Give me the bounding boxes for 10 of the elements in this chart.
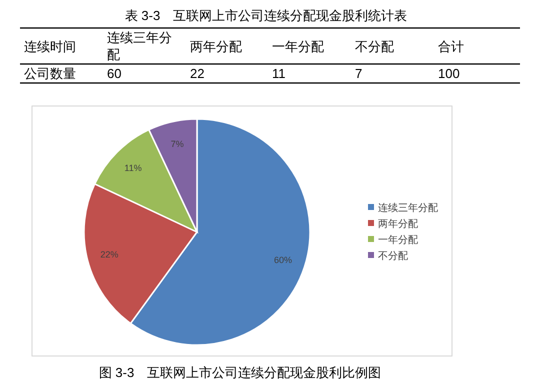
data-label: 7% <box>170 138 184 149</box>
legend-label: 两年分配 <box>378 218 418 230</box>
data-label: 22% <box>100 249 118 260</box>
data-label: 60% <box>274 254 292 265</box>
legend-label: 连续三年分配 <box>378 202 438 214</box>
legend-label: 一年分配 <box>378 234 418 246</box>
legend-label: 不分配 <box>378 250 408 262</box>
data-label: 11% <box>124 163 142 174</box>
text: 图 3-3 互联网上市公司连续分配现金股利比例图 <box>98 365 382 380</box>
table: 表 3-3 互联网上市公司连续分配现金股利统计表 连续时间 公司数量 连续三年分配 60 两年分配 22 一年分配 11 不分配 7 合计 100 <box>20 8 520 84</box>
